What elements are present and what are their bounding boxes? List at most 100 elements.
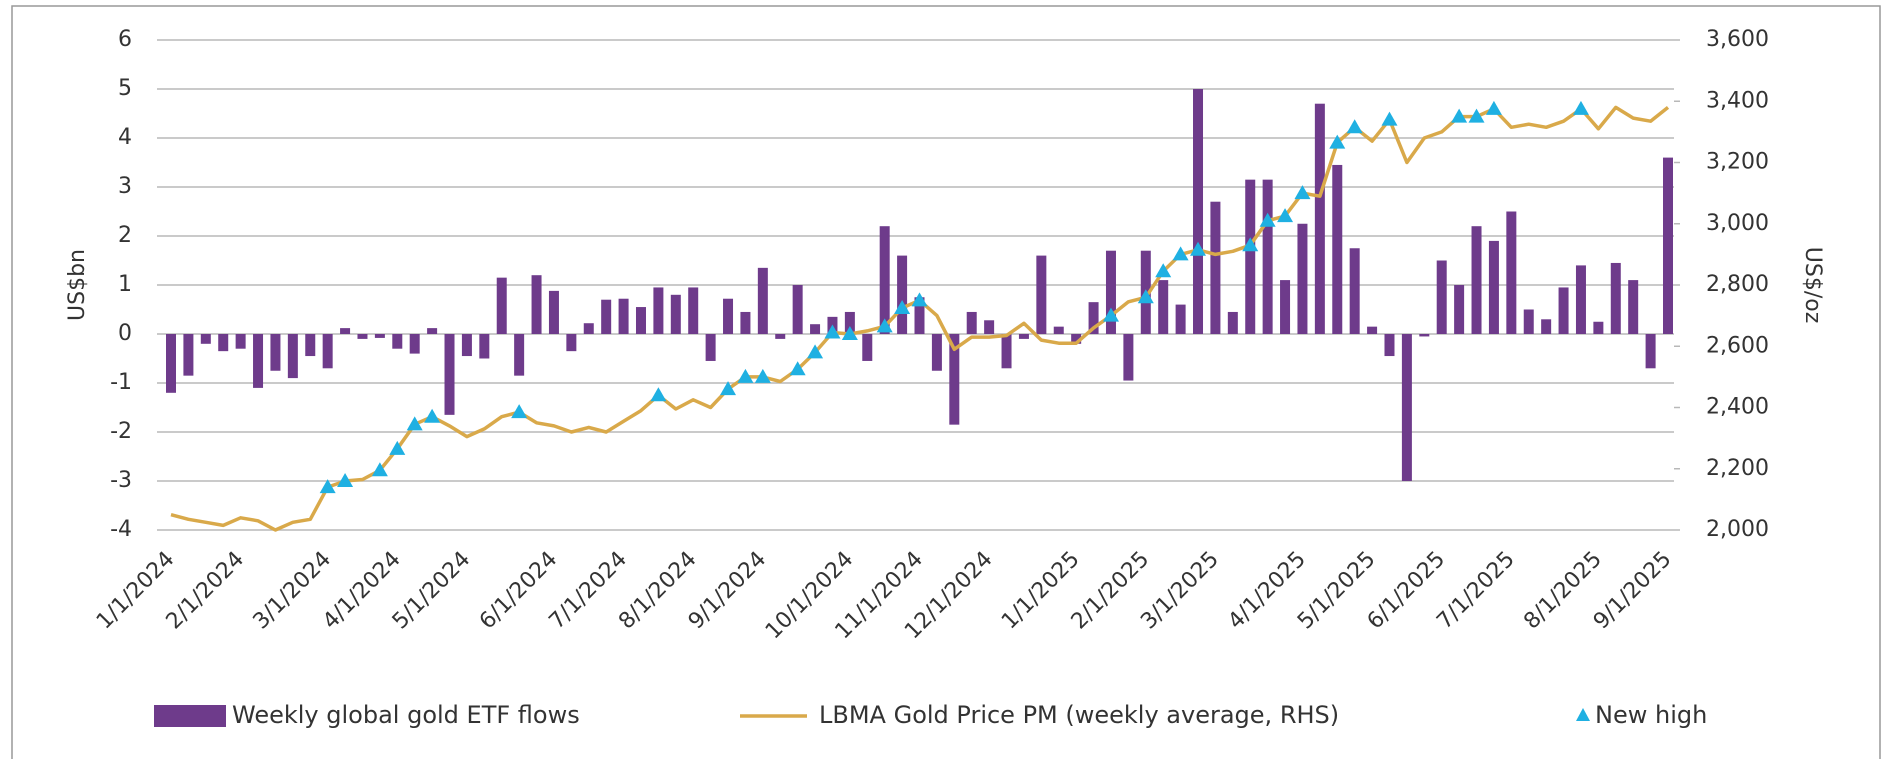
bar	[1297, 223, 1308, 334]
bar	[1628, 280, 1639, 334]
new-high-marker	[371, 462, 388, 477]
new-high-marker	[754, 368, 771, 383]
bar	[757, 267, 768, 334]
bar	[792, 285, 803, 334]
y-tick-label: 5	[118, 76, 132, 101]
new-high-marker	[1137, 289, 1154, 304]
new-high-marker	[650, 387, 667, 402]
bar	[688, 287, 699, 334]
bar	[531, 275, 542, 334]
y2-tick-label: 2,400	[1706, 395, 1769, 420]
legend-label: LBMA Gold Price PM (weekly average, RHS)	[819, 701, 1339, 729]
bar	[1384, 334, 1395, 357]
y2-tick-label: 2,000	[1706, 517, 1769, 542]
bar	[583, 323, 594, 334]
bar	[1401, 334, 1412, 481]
new-high-marker	[720, 381, 737, 396]
y-tick-label: 0	[118, 321, 132, 346]
y-tick-label: 3	[118, 174, 132, 199]
new-high-marker	[424, 408, 441, 423]
bar	[1262, 179, 1273, 334]
bar	[374, 334, 385, 338]
bar	[444, 334, 455, 415]
bar	[844, 311, 855, 334]
y-tick-label: 2	[118, 223, 132, 248]
bar	[1593, 321, 1604, 334]
bar	[183, 334, 194, 376]
y2-tick-label: 3,400	[1706, 88, 1769, 113]
bar	[357, 334, 368, 339]
bar	[1280, 280, 1291, 334]
bar	[1210, 201, 1221, 334]
bar	[1018, 334, 1029, 339]
bar	[1314, 103, 1325, 334]
new-high-marker	[1346, 119, 1363, 134]
bar	[166, 334, 176, 393]
bar	[514, 334, 525, 376]
bar	[322, 334, 333, 369]
bar	[461, 334, 472, 357]
new-high-marker	[511, 404, 528, 419]
bar	[653, 287, 664, 334]
new-high-marker	[1277, 208, 1294, 223]
y2-tick-label: 2,200	[1706, 456, 1769, 481]
bar	[1367, 326, 1378, 334]
bar	[1088, 302, 1099, 334]
new-high-marker	[319, 479, 336, 494]
new-high-marker	[789, 361, 806, 376]
bar	[1506, 211, 1517, 334]
y-tick-label: -1	[110, 370, 132, 395]
bar	[548, 290, 559, 334]
legend-swatch	[154, 705, 226, 727]
new-high-marker	[1190, 241, 1207, 256]
bar	[1575, 265, 1586, 334]
y-tick-label: 6	[118, 27, 132, 52]
bar	[496, 277, 507, 334]
legend-label: Weekly global gold ETF flows	[232, 701, 580, 729]
new-high-marker	[1259, 212, 1276, 227]
y-tick-label: 1	[118, 272, 132, 297]
new-high-marker	[1102, 307, 1119, 322]
bar	[1001, 334, 1012, 369]
bar	[914, 297, 925, 334]
bar	[1105, 250, 1116, 334]
bar	[1471, 226, 1482, 334]
y2-tick-label: 2,800	[1706, 272, 1769, 297]
bar	[1175, 304, 1186, 334]
legend-label: New high	[1595, 701, 1707, 729]
bar	[340, 328, 351, 334]
bar	[287, 334, 298, 379]
bar	[392, 334, 403, 349]
bar	[253, 334, 264, 388]
bar	[1558, 287, 1569, 334]
bar	[479, 334, 490, 359]
new-high-marker	[894, 299, 911, 314]
y-tick-label: -2	[110, 419, 132, 444]
bar	[897, 255, 908, 334]
bar	[1123, 334, 1134, 381]
frame	[11, 5, 1881, 759]
bar	[775, 334, 786, 339]
bar	[618, 298, 629, 334]
new-high-marker	[1155, 263, 1172, 278]
new-high-marker	[337, 473, 354, 487]
bar	[270, 334, 281, 371]
y-tick-label: 4	[118, 125, 132, 150]
new-high-marker	[389, 440, 406, 455]
bar	[409, 334, 420, 354]
bar	[1610, 262, 1621, 334]
new-high-marker	[1172, 246, 1189, 261]
bar	[218, 334, 229, 352]
bar	[235, 334, 246, 349]
bar	[1645, 334, 1656, 369]
bar	[1663, 157, 1673, 334]
bar	[1523, 309, 1534, 334]
new-high-marker	[1485, 100, 1502, 115]
legend-swatch	[1576, 708, 1590, 721]
bar	[966, 311, 977, 334]
y2-tick-label: 3,200	[1706, 150, 1769, 175]
y2-tick-label: 2,600	[1706, 333, 1769, 358]
y2-axis-label: US$/oz	[1800, 247, 1825, 323]
bar	[949, 334, 960, 425]
